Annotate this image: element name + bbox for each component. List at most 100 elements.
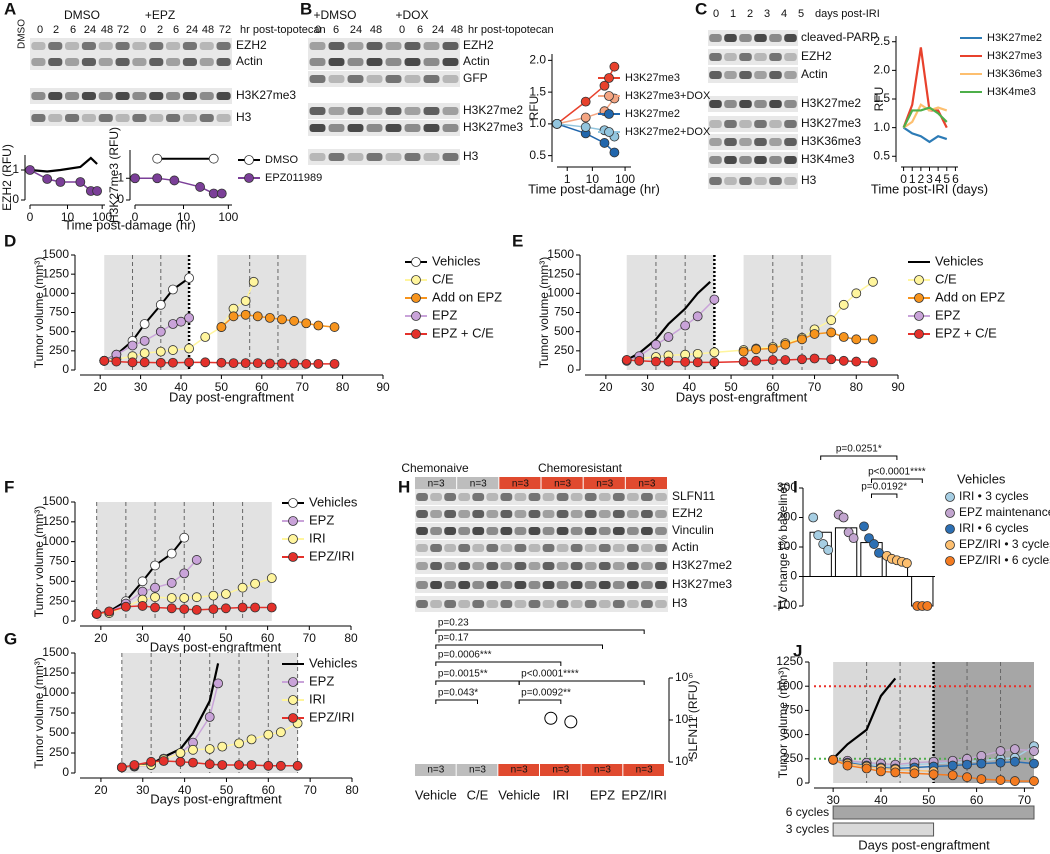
data-point: [808, 512, 819, 523]
series-line: [902, 126, 948, 144]
lane-label: 24: [84, 24, 96, 36]
blot-band: [626, 544, 639, 552]
data-point: [738, 346, 749, 357]
panel-label: I: [793, 477, 798, 496]
blot-band: [556, 493, 569, 501]
blot-band: [149, 92, 164, 100]
blot-band: [309, 42, 326, 50]
n-label: n=3: [511, 765, 528, 776]
lane-label: 5: [798, 8, 804, 20]
x-tick-label: 5: [943, 172, 950, 186]
data-point: [264, 312, 275, 323]
comparison-bracket: [518, 680, 645, 685]
blot-band: [598, 581, 611, 589]
blot-strip: [308, 103, 460, 119]
blot-band: [328, 58, 345, 66]
legend-marker: [288, 552, 298, 562]
y-tick-label: 1500: [42, 645, 69, 659]
blot-header: +DOX: [395, 8, 428, 22]
blot-band: [754, 177, 767, 185]
blot-band: [81, 58, 96, 66]
lane-label: 2: [53, 24, 59, 36]
lane-label: 2: [747, 8, 753, 20]
y-tick-label: 10⁴: [675, 754, 694, 768]
blot-band: [570, 527, 583, 535]
blot-band: [528, 493, 541, 501]
legend-label: Vehicles: [309, 655, 358, 670]
x-tick-label: 50: [219, 631, 233, 645]
blot-band: [724, 177, 737, 185]
blot-band: [784, 156, 797, 164]
x-tick-label: 10: [177, 210, 191, 224]
blot-band: [612, 544, 625, 552]
x-tick-label: EPZ/IRI: [621, 787, 667, 802]
data-point: [184, 343, 194, 354]
lane-label: 72: [117, 24, 129, 36]
y-tick-label: -100: [773, 598, 797, 612]
blot-band: [328, 153, 345, 161]
blot-band: [347, 42, 364, 50]
legend-label: EPZ + C/E: [432, 325, 494, 340]
blot-band: [612, 600, 625, 608]
legend-marker: [945, 492, 955, 502]
data-point: [176, 316, 186, 327]
legend-marker: [288, 695, 298, 705]
data-point: [1009, 744, 1020, 755]
blot-band: [486, 562, 499, 570]
blot-band: [542, 562, 555, 570]
group-strip: [457, 477, 499, 490]
x-tick-label: 70: [303, 631, 317, 645]
x-tick-label: 6: [952, 172, 959, 186]
blot-band: [570, 600, 583, 608]
blot-band: [366, 107, 383, 115]
blot-band: [458, 527, 471, 535]
blot-band: [612, 527, 625, 535]
y-tick-label: 1.0: [873, 120, 890, 134]
data-point: [237, 582, 248, 593]
blot-row-label: H3: [236, 110, 252, 124]
blot-band: [739, 100, 752, 108]
data-point: [150, 602, 160, 613]
data-point: [859, 521, 869, 532]
blot-band: [500, 581, 513, 589]
blot-band: [81, 92, 96, 100]
blot-band: [347, 153, 364, 161]
series-line: [220, 314, 335, 328]
blot-band: [416, 600, 428, 608]
x-tick-label: 80: [345, 783, 359, 797]
group-strip: [499, 477, 541, 490]
blot-row-label: cleaved-PARP: [801, 30, 878, 44]
data-point: [976, 774, 987, 785]
data-point: [184, 273, 194, 283]
legend-label: Vehicles: [309, 494, 358, 509]
blot-band: [132, 92, 147, 100]
data-point: [221, 589, 231, 599]
group-strip: [541, 477, 583, 490]
blot-band: [309, 58, 326, 66]
blot-band: [458, 562, 471, 570]
blot-band: [416, 527, 428, 535]
blot-band: [556, 562, 569, 570]
blot-band: [709, 100, 722, 108]
legend-marker: [411, 311, 421, 321]
blot-band: [754, 138, 767, 146]
data-point: [137, 576, 148, 587]
y-tick-label: 750: [49, 554, 69, 568]
blot-band: [500, 544, 513, 552]
data-point: [221, 603, 231, 614]
data-point: [275, 760, 286, 771]
data-point: [797, 334, 807, 345]
blot-band: [655, 581, 667, 589]
x-tick-label: 10: [586, 172, 600, 186]
series-line: [743, 331, 873, 353]
comparison-bracket: [435, 629, 645, 634]
legend-label: H3K27me3+DOX: [625, 90, 711, 102]
blot-row-label: Actin: [801, 67, 828, 81]
lane-label: 6: [70, 24, 76, 36]
data-point: [751, 344, 762, 355]
y-tick-label: 1.5: [873, 91, 890, 105]
blot-band: [48, 42, 63, 50]
blot-band: [542, 510, 555, 518]
blot-row-label: Vinculin: [672, 523, 714, 537]
blot-band: [182, 42, 197, 50]
